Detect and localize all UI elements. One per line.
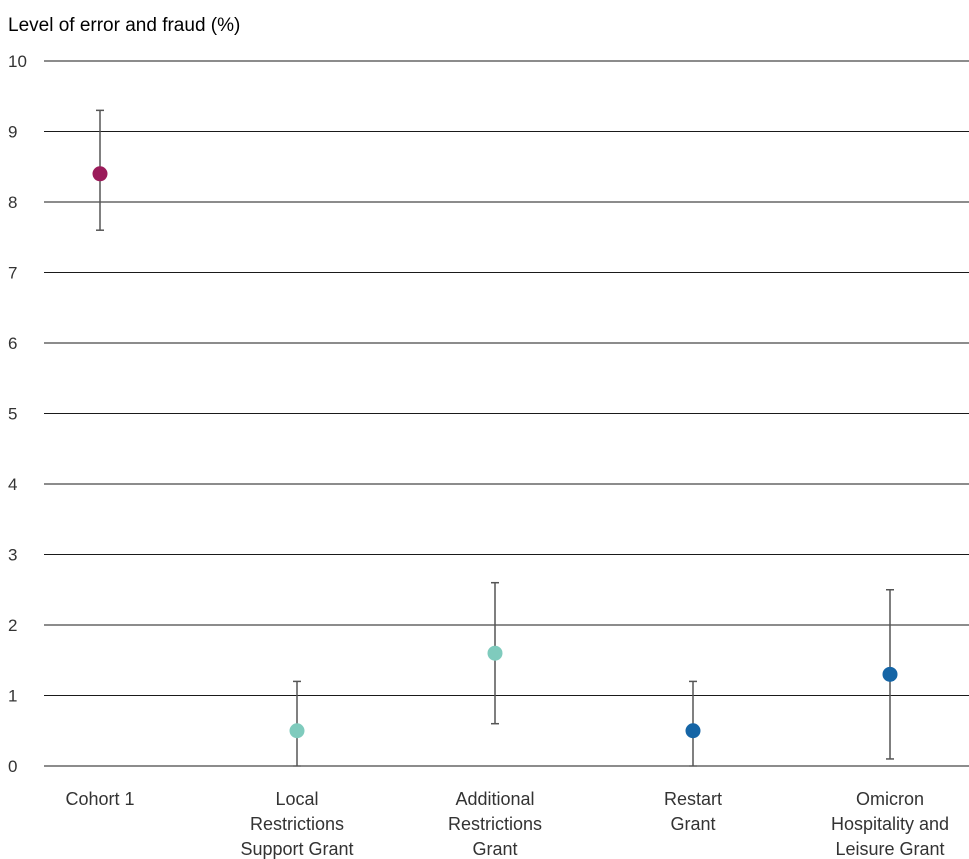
gridlines	[44, 60, 969, 767]
y-tick-label: 1	[8, 687, 17, 706]
data-point-group	[289, 680, 305, 767]
y-tick-labels: 0 1 2 3 4 5 6 7 8 9 10	[8, 52, 27, 776]
data-point-group	[92, 109, 108, 231]
y-tick-label: 3	[8, 546, 17, 565]
x-category-label: Restart Grant	[664, 789, 722, 834]
data-point	[487, 645, 503, 661]
y-tick-label: 8	[8, 193, 17, 212]
y-tick-label: 0	[8, 757, 17, 776]
data-point	[882, 666, 898, 682]
x-category-label: Omicron Hospitality and Leisure Grant	[831, 789, 949, 859]
y-tick-label: 9	[8, 123, 17, 142]
y-tick-label: 7	[8, 264, 17, 283]
y-tick-label: 5	[8, 405, 17, 424]
data-point	[685, 723, 701, 739]
data-point-group	[487, 581, 503, 725]
y-tick-label: 2	[8, 616, 17, 635]
x-category-label: Cohort 1	[65, 789, 134, 809]
data-point	[92, 166, 108, 182]
data-point-group	[685, 680, 701, 767]
y-tick-label: 10	[8, 52, 27, 71]
data-points	[92, 109, 898, 767]
x-category-labels: Cohort 1 Local Restrictions Support Grant Ad…	[65, 789, 949, 859]
data-point-group	[882, 589, 898, 760]
y-axis-label: Level of error and fraud (%)	[8, 15, 240, 36]
y-tick-label: 6	[8, 334, 17, 353]
x-category-label: Additional Restrictions Grant	[448, 789, 542, 859]
x-category-label: Local Restrictions Support Grant	[240, 789, 353, 859]
data-point	[289, 723, 305, 739]
y-tick-label: 4	[8, 475, 17, 494]
